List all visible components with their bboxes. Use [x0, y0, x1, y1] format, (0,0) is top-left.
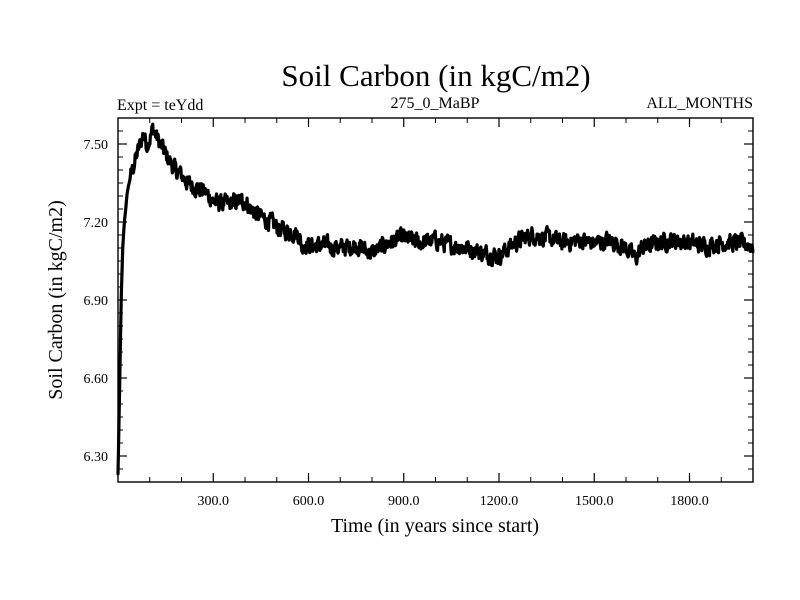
- months-label: ALL_MONTHS: [646, 95, 753, 112]
- x-tick-label: 300.0: [198, 494, 230, 509]
- x-tick-label: 1500.0: [575, 494, 614, 509]
- chart-title: Soil Carbon (in kgC/m2): [281, 58, 590, 93]
- x-tick-labels: 300.0 600.0 900.0 1200.0 1500.0 1800.0: [198, 494, 709, 509]
- x-tick-label: 900.0: [388, 494, 420, 509]
- soil-carbon-series-line: [116, 122, 755, 476]
- period-label: 275_0_MaBP: [391, 95, 480, 112]
- x-tick-label: 1200.0: [480, 494, 519, 509]
- x-axis-label: Time (in years since start): [331, 515, 539, 537]
- y-tick-label: 6.90: [84, 294, 109, 309]
- y-tick-label: 6.60: [84, 372, 109, 387]
- y-tick-label: 7.50: [84, 138, 109, 153]
- axis-ticks: [118, 117, 753, 483]
- experiment-label: Expt = teYdd: [117, 97, 203, 114]
- plot-frame: [117, 117, 754, 483]
- x-tick-label: 1800.0: [670, 494, 709, 509]
- y-tick-label: 7.20: [84, 216, 109, 231]
- y-tick-label: 6.30: [84, 450, 109, 465]
- y-axis-label: Soil Carbon (in kgC/m2): [45, 200, 67, 399]
- y-tick-labels: 6.30 6.60 6.90 7.20 7.50: [84, 138, 109, 465]
- x-tick-label: 600.0: [293, 494, 325, 509]
